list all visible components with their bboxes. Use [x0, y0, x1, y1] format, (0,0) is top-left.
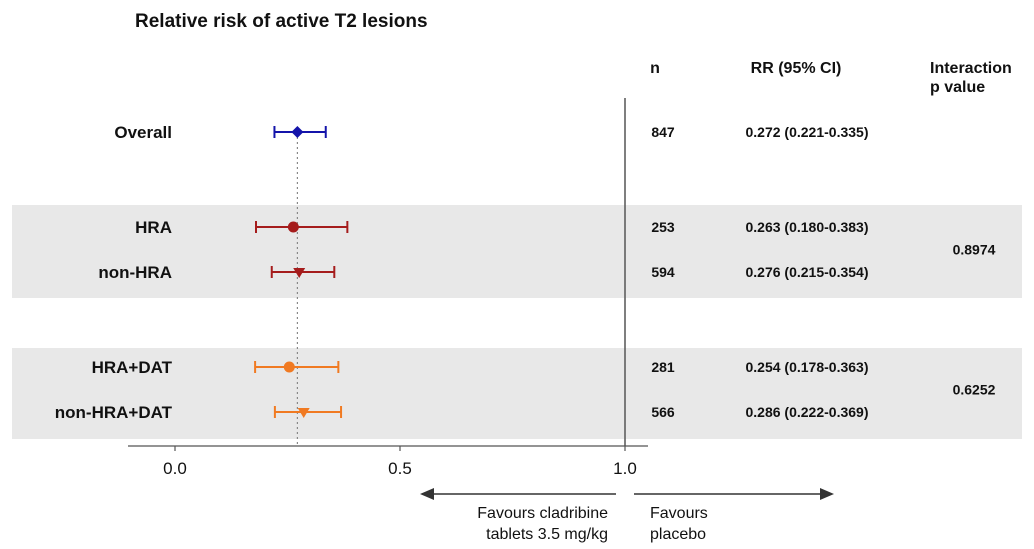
chart-title: Relative risk of active T2 lesions [135, 11, 428, 32]
group-band [12, 205, 1022, 298]
group-band [12, 348, 1022, 439]
point-estimate-triangle [297, 408, 310, 418]
forest-row [254, 361, 340, 373]
row-label: non-HRA+DAT [55, 403, 173, 422]
favours-treatment-arrow-head [420, 488, 434, 500]
row-n: 594 [651, 264, 675, 280]
row-rr-ci: 0.272 (0.221-0.335) [746, 124, 869, 140]
column-header-interaction: Interaction [930, 60, 1012, 77]
reference-lines [296, 98, 626, 446]
direction-arrows: Favours cladribine tablets 3.5 mg/kg Favou… [420, 488, 834, 543]
row-rr-ci: 0.286 (0.222-0.369) [746, 404, 869, 420]
text-labels: Relative risk of active T2 lesions n RR (9… [55, 11, 1012, 422]
favours-placebo-label-line2: placebo [650, 526, 706, 543]
row-label: non-HRA [98, 263, 172, 282]
forest-row [255, 221, 349, 233]
x-axis-tick-label: 0.0 [163, 459, 187, 478]
row-label: HRA+DAT [92, 358, 173, 377]
column-header-p-value: p value [930, 79, 985, 96]
forest-row [273, 126, 327, 138]
x-axis-tick-label: 1.0 [613, 459, 637, 478]
point-estimate-triangle [293, 268, 306, 278]
row-n: 281 [651, 359, 675, 375]
favours-treatment-label: Favours cladribine [477, 505, 608, 522]
row-label: Overall [114, 123, 172, 142]
column-header-n: n [650, 60, 660, 77]
column-header-rr: RR (95% CI) [751, 60, 842, 77]
shaded-bands [12, 205, 1022, 439]
x-axis: 0.0 0.5 1.0 [128, 445, 648, 478]
row-rr-ci: 0.263 (0.180-0.383) [746, 219, 869, 235]
row-rr-ci: 0.276 (0.215-0.354) [746, 264, 869, 280]
forest-row [270, 266, 336, 278]
row-n: 253 [651, 219, 675, 235]
interaction-p-value: 0.8974 [953, 242, 996, 258]
row-label: HRA [135, 218, 172, 237]
point-estimate-circle [283, 361, 295, 373]
favours-placebo-label: Favours [650, 505, 708, 522]
row-rr-ci: 0.254 (0.178-0.363) [746, 359, 869, 375]
point-estimate-diamond [291, 126, 304, 138]
row-n: 847 [651, 124, 675, 140]
forest-row [273, 406, 343, 418]
interaction-p-value: 0.6252 [953, 382, 996, 398]
x-axis-tick-label: 0.5 [388, 459, 412, 478]
favours-treatment-label-line2: tablets 3.5 mg/kg [486, 526, 608, 543]
favours-placebo-arrow-head [820, 488, 834, 500]
point-estimate-circle [287, 221, 299, 233]
estimate-marks [254, 126, 349, 418]
row-n: 566 [651, 404, 675, 420]
